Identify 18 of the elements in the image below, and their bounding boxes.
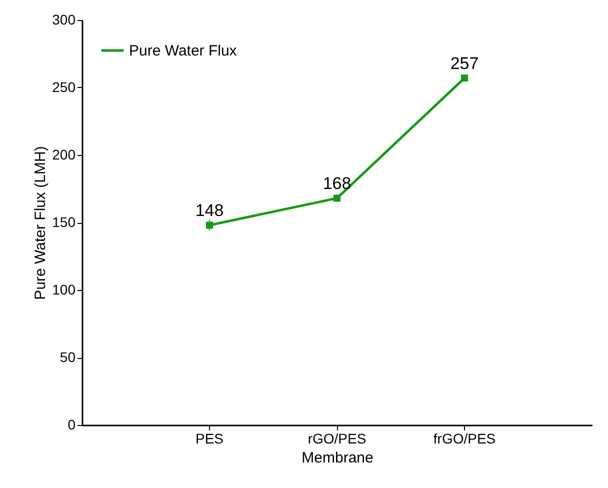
- point: [333, 194, 341, 202]
- y-tick-label: 200: [52, 146, 76, 162]
- data-label: 168: [322, 174, 352, 194]
- y-tick-label: 50: [60, 349, 76, 365]
- y-tick-label: 150: [52, 214, 76, 230]
- x-tick-label: PES: [195, 430, 224, 446]
- y-tick-label: 0: [68, 416, 76, 432]
- data-label: 257: [450, 54, 479, 74]
- y-tick-label: 250: [52, 79, 76, 95]
- data-label: 148: [195, 201, 224, 220]
- y-axis-title: Pure Water Flux (LMH): [32, 146, 50, 300]
- y-tick-label: 300: [52, 12, 76, 28]
- x-tick-label: frGO/PES: [433, 430, 496, 446]
- x-tick-label: rGO/PES: [308, 430, 366, 446]
- point: [460, 74, 468, 82]
- y-tick-label: 100: [52, 282, 76, 298]
- legend-label: Pure Water Flux: [129, 42, 238, 60]
- x-axis-title: Membrane: [302, 450, 374, 466]
